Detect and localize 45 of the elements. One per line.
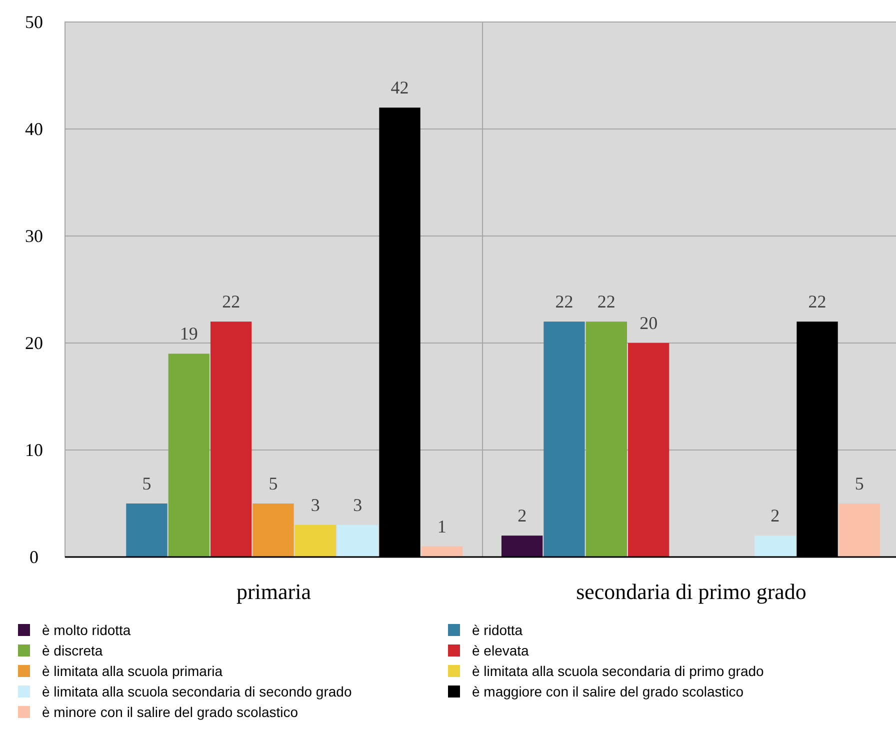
x-tick-label: secondaria di primo grado: [576, 579, 806, 604]
data-label: 3: [310, 494, 320, 515]
data-label: 3: [353, 494, 362, 515]
bar: [126, 504, 168, 557]
legend-label: è ridotta: [472, 622, 523, 638]
legend-label: è molto ridotta: [42, 622, 131, 638]
data-label: 20: [640, 313, 658, 333]
bar: [421, 546, 463, 557]
data-label: 22: [808, 292, 826, 312]
y-tick-label: 20: [25, 333, 43, 353]
bar: [168, 354, 210, 557]
bar: [252, 504, 294, 557]
data-label: 42: [390, 78, 409, 98]
data-label: 2: [518, 506, 527, 526]
bar: [294, 524, 336, 557]
data-label: 19: [180, 324, 198, 344]
bar: [586, 322, 627, 557]
bar: [838, 504, 880, 557]
bar: [210, 322, 252, 557]
legend-label: è minore con il salire del grado scolastico: [42, 704, 298, 720]
legend-label: è discreta: [42, 642, 103, 658]
y-tick-label: 0: [30, 547, 38, 567]
bar: [337, 524, 378, 557]
x-tick-label: primaria: [236, 579, 312, 604]
data-label: 22: [222, 292, 240, 312]
legend-label: è limitata alla scuola secondaria di primo grado: [472, 663, 764, 679]
data-label: 5: [142, 474, 152, 494]
legend-label: è limitata alla scuola secondaria di secondo grado: [42, 684, 352, 700]
bar: [544, 322, 585, 557]
legend-label: è limitata alla scuola primaria: [42, 663, 223, 679]
y-tick-label: 50: [25, 12, 43, 32]
data-label: 22: [597, 292, 616, 312]
data-label: 2: [770, 506, 780, 526]
data-label: 22: [555, 292, 574, 312]
data-label: 1: [437, 516, 446, 536]
y-tick-label: 40: [25, 119, 43, 139]
bar: [754, 536, 796, 557]
y-tick-label: 30: [25, 226, 43, 246]
bar: [501, 536, 543, 557]
y-tick-label: 10: [25, 440, 43, 460]
legend-label: è maggiore con il salire del grado scolastico: [472, 684, 744, 700]
legend-label: è elevata: [472, 642, 530, 658]
data-label: 5: [854, 474, 864, 494]
bar: [628, 343, 670, 557]
data-label: 5: [268, 474, 278, 494]
